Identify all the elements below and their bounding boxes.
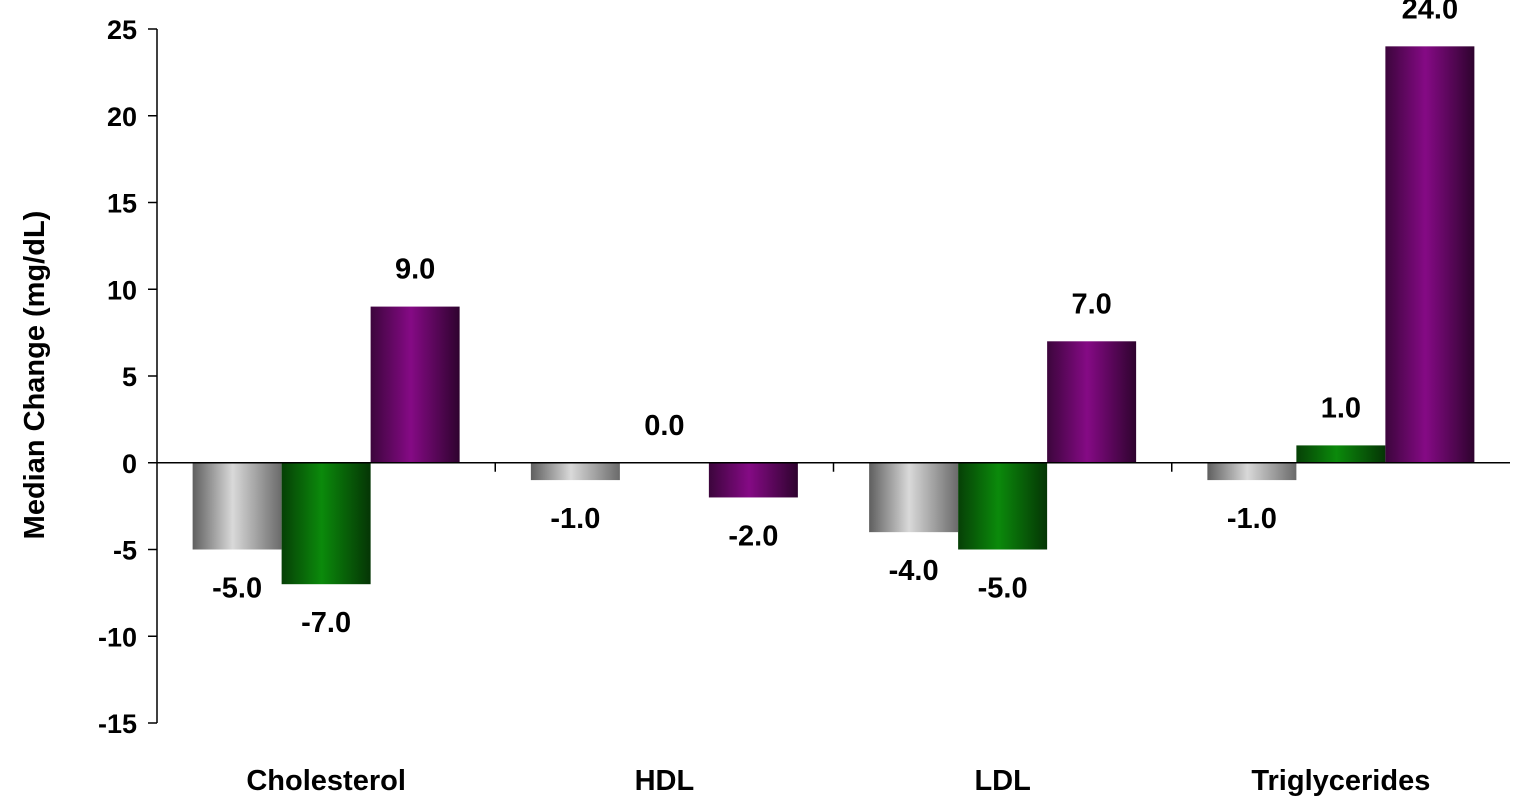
- data-label: 24.0: [1402, 0, 1458, 25]
- bar: [370, 306, 460, 463]
- data-label: 7.0: [1071, 288, 1111, 320]
- y-tick-label: -5: [113, 536, 137, 566]
- category-label: Cholesterol: [246, 765, 406, 797]
- category-labels: Cholesterol HDL LDL Triglycerides: [246, 765, 1430, 797]
- category-label: Triglycerides: [1251, 765, 1430, 797]
- y-tick-label: 20: [107, 102, 137, 132]
- data-label: -1.0: [1227, 503, 1277, 535]
- bar: [281, 462, 371, 585]
- data-label: -2.0: [728, 520, 778, 552]
- y-tick-label: 5: [122, 362, 137, 392]
- bar: [192, 462, 282, 550]
- data-label: 9.0: [395, 254, 435, 286]
- bar: [708, 462, 798, 498]
- y-tick-label: -10: [98, 622, 137, 652]
- bar: [869, 462, 959, 533]
- y-axis-title: Median Change (mg/dL): [19, 211, 51, 540]
- data-label: -5.0: [978, 573, 1028, 605]
- bar: [1207, 462, 1297, 481]
- data-label: -7.0: [301, 607, 351, 639]
- bar: [1296, 445, 1386, 463]
- data-label: -4.0: [889, 555, 939, 587]
- bar-group: [192, 46, 1475, 585]
- y-tick-label: 15: [107, 189, 137, 219]
- bar: [958, 462, 1048, 550]
- y-tick-label: -15: [98, 709, 137, 739]
- y-tick-label: 10: [107, 275, 137, 305]
- data-label: -1.0: [550, 503, 600, 535]
- bar: [1385, 46, 1475, 463]
- data-label: 1.0: [1321, 392, 1361, 424]
- category-label: HDL: [635, 765, 695, 797]
- bar: [530, 462, 620, 481]
- data-label: -5.0: [212, 573, 262, 605]
- y-tick-label: 0: [122, 449, 137, 479]
- x-axis: [157, 462, 1510, 472]
- y-axis: 25 20 15 10 5 0 -5 -10 -15: [98, 15, 158, 739]
- y-tick-label: 25: [107, 15, 137, 45]
- data-labels: -5.0 -7.0 9.0 -1.0 0.0 -2.0 -4.0 -5.0 7.0 -1.0 1.0…: [212, 0, 1458, 639]
- data-label: 0.0: [644, 410, 684, 442]
- bar: [1047, 341, 1137, 463]
- category-label: LDL: [974, 765, 1030, 797]
